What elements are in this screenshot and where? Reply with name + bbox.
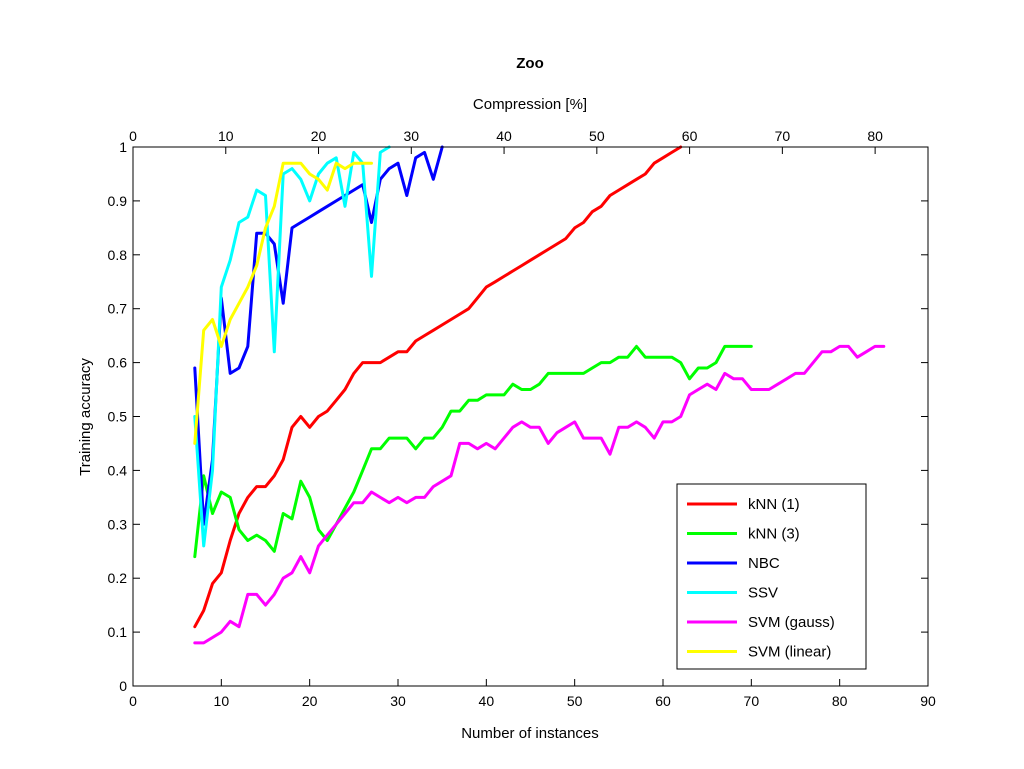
legend-box <box>676 483 867 670</box>
series-layer <box>193 145 886 645</box>
series-line-3 <box>193 145 391 548</box>
y-tick-label: 0 <box>119 678 127 694</box>
y-tick-label: 0.9 <box>108 193 128 209</box>
series-line-4 <box>193 344 886 645</box>
y-tick-label: 0.3 <box>108 516 128 532</box>
chart-title: Zoo <box>516 55 544 72</box>
top-tick-label: 20 <box>311 128 327 144</box>
legend-label-1: kNN (3) <box>748 526 800 543</box>
top-tick-label: 40 <box>496 128 512 144</box>
series-line-0 <box>193 145 683 629</box>
top-tick-label: 70 <box>775 128 791 144</box>
x-tick-label: 0 <box>129 693 137 709</box>
x-tick-label: 50 <box>567 693 583 709</box>
legend-label-0: kNN (1) <box>748 496 800 513</box>
top-tick-label: 80 <box>867 128 883 144</box>
legend-label-2: NBC <box>748 555 780 572</box>
y-axis-label: Training accuracy <box>77 358 94 476</box>
x-tick-label: 80 <box>832 693 848 709</box>
y-tick-label: 0.1 <box>108 624 128 640</box>
legend: kNN (1) kNN (3) NBC SSV SVM (gauss) SVM (line… <box>676 483 867 670</box>
series-line-1 <box>193 344 753 559</box>
y-tick-label: 0.4 <box>108 462 128 478</box>
y-tick-label: 1 <box>119 139 127 155</box>
y-tick-label: 0.2 <box>108 570 128 586</box>
x-tick-label: 60 <box>655 693 671 709</box>
legend-label-3: SSV <box>748 585 778 602</box>
top-tick-label: 10 <box>218 128 234 144</box>
axes-layer: 0 10 20 30 40 50 60 70 80 9000.10.20.30.40.50.60.… <box>108 128 936 709</box>
top-tick-label: 50 <box>589 128 605 144</box>
x-tick-label: 10 <box>214 693 230 709</box>
y-tick-label: 0.7 <box>108 301 128 317</box>
x-tick-label: 40 <box>479 693 495 709</box>
top-tick-label: 60 <box>682 128 698 144</box>
x-tick-label: 20 <box>302 693 318 709</box>
series-line-2 <box>193 145 444 526</box>
series-line-5 <box>193 161 373 445</box>
legend-label-5: SVM (linear) <box>748 644 831 661</box>
top-tick-label: 30 <box>404 128 420 144</box>
y-tick-label: 0.6 <box>108 355 128 371</box>
top-tick-label: 0 <box>129 128 137 144</box>
x-tick-label: 30 <box>390 693 406 709</box>
x-tick-label: 70 <box>744 693 760 709</box>
y-tick-label: 0.5 <box>108 409 128 425</box>
x-tick-label: 90 <box>920 693 936 709</box>
y-tick-label: 0.8 <box>108 247 128 263</box>
top-axis-label: Compression [%] <box>473 96 587 113</box>
legend-label-4: SVM (gauss) <box>748 614 835 631</box>
x-axis-label: Number of instances <box>461 725 599 742</box>
